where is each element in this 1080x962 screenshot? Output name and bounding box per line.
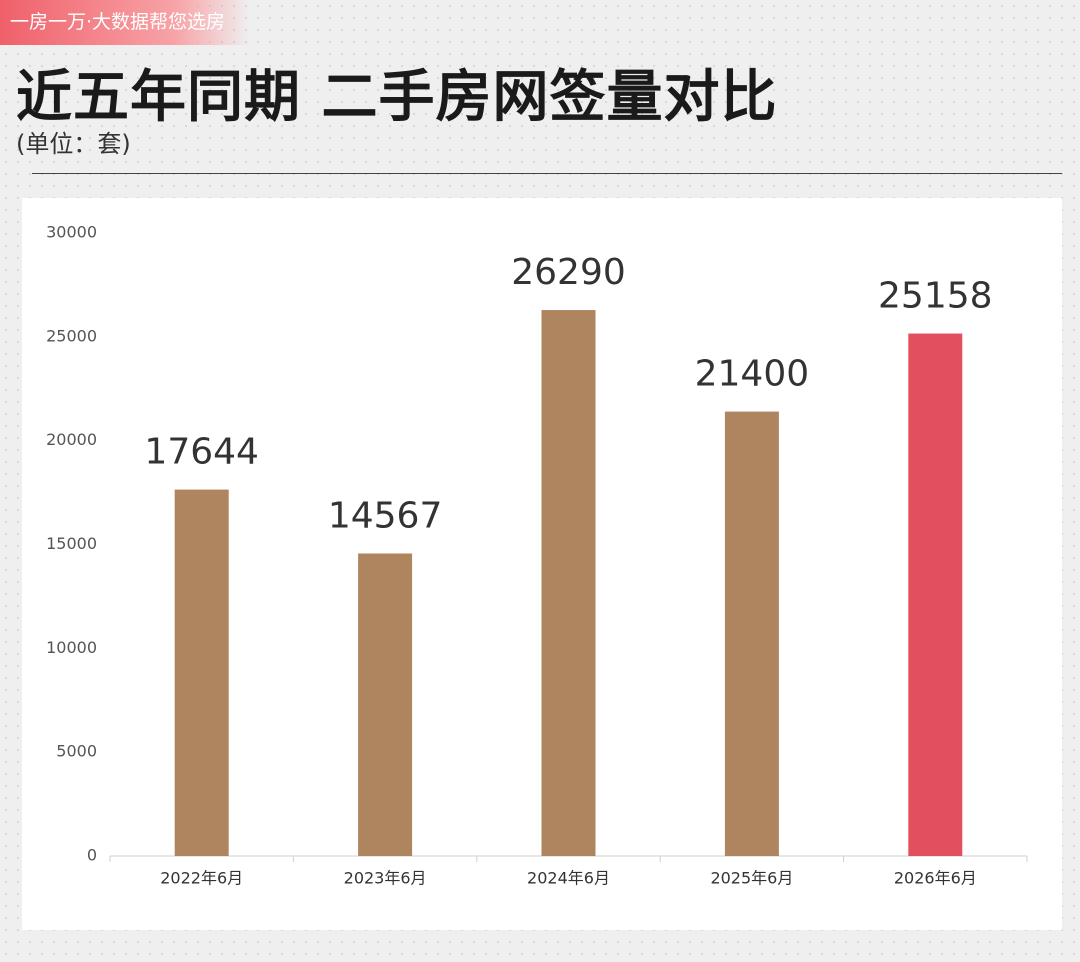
x-tick-label: 2026年6月: [894, 869, 977, 888]
x-tick-label: 2022年6月: [160, 869, 243, 888]
divider: [32, 173, 1062, 174]
value-label: 26290: [511, 252, 626, 293]
bar: [174, 489, 229, 856]
y-tick-label: 15000: [46, 534, 97, 553]
bar: [724, 411, 779, 856]
bar: [908, 333, 963, 856]
bar: [358, 553, 413, 856]
y-tick-label: 0: [87, 846, 97, 865]
chart-subtitle: (单位：套): [16, 130, 131, 158]
y-tick-label: 30000: [46, 223, 97, 242]
brand-tag: 一房一万·大数据帮您选房: [0, 0, 250, 45]
y-tick-label: 20000: [46, 430, 97, 449]
bar: [541, 310, 596, 857]
value-label: 14567: [328, 495, 443, 536]
x-tick-label: 2023年6月: [344, 869, 427, 888]
value-label: 21400: [695, 354, 810, 395]
y-tick-label: 5000: [56, 742, 97, 761]
y-tick-label: 10000: [46, 638, 97, 657]
x-tick-label: 2024年6月: [527, 869, 610, 888]
value-label: 25158: [878, 276, 993, 317]
x-tick-label: 2025年6月: [710, 869, 793, 888]
value-label: 17644: [144, 432, 259, 473]
y-tick-label: 25000: [46, 326, 97, 345]
chart-title: 近五年同期 二手房网签量对比: [16, 65, 778, 130]
